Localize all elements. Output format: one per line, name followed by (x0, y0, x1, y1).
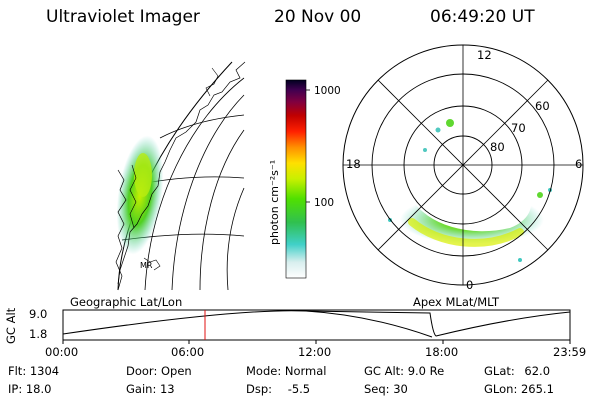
app-title: Ultraviolet Imager (46, 7, 200, 27)
info-dsp: Dsp: -5.5 (246, 382, 310, 396)
info-mode-value: Normal (284, 364, 327, 378)
geographic-map (115, 61, 246, 291)
altitude-ylabel: GC Alt (4, 307, 18, 344)
info-glon-value: 265.1 (520, 382, 554, 396)
polar-plot (342, 44, 584, 286)
info-door-value: Open (160, 364, 192, 378)
colorbar (285, 79, 307, 279)
mlt-label-12: 12 (477, 48, 492, 62)
info-mode: Mode: Normal (246, 364, 326, 378)
altitude-plot-frame (62, 309, 571, 341)
apex-label: Apex MLat/MLT (413, 295, 500, 309)
mlat-label-80: 80 (490, 140, 505, 154)
info-gain: Gain: 13 (126, 382, 175, 396)
info-seq: Seq: 30 (364, 382, 408, 396)
info-seq-label: Seq: (364, 382, 390, 396)
info-glat: GLat: 62.0 (484, 364, 550, 378)
info-glon-label: GLon: (484, 382, 518, 396)
info-gcalt: GC Alt: 9.0 Re (364, 364, 444, 378)
info-door-label: Door: (126, 364, 158, 378)
map-label: MR (140, 261, 153, 270)
xtick-1200: 12:00 (298, 345, 332, 359)
info-door: Door: Open (126, 364, 192, 378)
altitude-curve (62, 310, 571, 337)
info-ip: IP: 18.0 (8, 382, 51, 396)
info-gcalt-label: GC Alt: (364, 364, 405, 378)
mlt-label-0: 0 (466, 278, 473, 292)
info-gcalt-value: 9.0 Re (407, 364, 445, 378)
info-seq-value: 30 (393, 382, 408, 396)
date-readout: 20 Nov 00 (274, 7, 362, 27)
mlt-label-6: 6 (575, 157, 582, 171)
info-flt-value: 1304 (29, 364, 60, 378)
xtick-0600: 06:00 (171, 345, 205, 359)
info-glat-label: GLat: (484, 364, 515, 378)
info-mode-label: Mode: (246, 364, 282, 378)
altitude-ytick-high: 9.0 (29, 307, 48, 321)
altitude-ytick-low: 1.8 (29, 327, 48, 341)
info-ip-label: IP: (8, 382, 23, 396)
info-ip-value: 18.0 (25, 382, 52, 396)
xtick-0000: 00:00 (45, 345, 79, 359)
mlat-label-70: 70 (511, 121, 526, 135)
info-gain-value: 13 (159, 382, 175, 396)
xtick-2359: 23:59 (553, 345, 587, 359)
info-glat-value: 62.0 (524, 364, 551, 378)
info-flt-label: Flt: (8, 364, 27, 378)
xtick-1800: 18:00 (425, 345, 459, 359)
info-flt: Flt: 1304 (8, 364, 59, 378)
info-gain-label: Gain: (126, 382, 157, 396)
colorbar-tick-100: 100 (314, 197, 334, 209)
info-dsp-value: -5.5 (287, 382, 311, 396)
colorbar-unit-label: photon cm⁻²s⁻¹ (268, 160, 281, 245)
geographic-label: Geographic Lat/Lon (70, 295, 183, 309)
colorbar-tick-1000: 1000 (314, 85, 341, 97)
mlt-label-18: 18 (346, 157, 361, 171)
mlat-label-60: 60 (535, 99, 550, 113)
time-readout: 06:49:20 UT (430, 7, 535, 27)
info-glon: GLon: 265.1 (484, 382, 554, 396)
info-dsp-label: Dsp: (246, 382, 273, 396)
